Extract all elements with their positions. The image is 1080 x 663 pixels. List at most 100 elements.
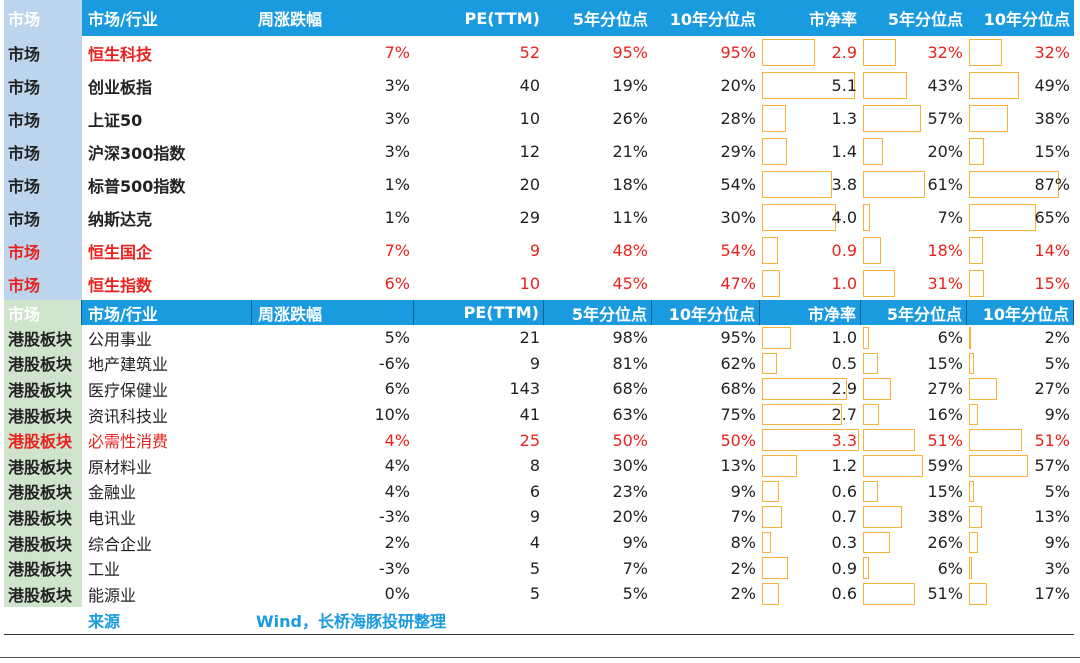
industry-name: 金融业 [88, 483, 137, 503]
weekly-change: 7% [384, 241, 410, 260]
category-cell: 港股板块 [4, 478, 82, 505]
pb-5y-percentile: 51% [861, 427, 967, 453]
pb-10y-percentile: 65% [967, 201, 1074, 234]
category-cell: 港股板块 [4, 376, 82, 402]
category-cell: 港股板块 [4, 401, 82, 428]
pb-value: 4.0 [760, 201, 861, 234]
industry-name: 地产建筑业 [88, 355, 169, 375]
table-row: 市场 上证50 3% 10 26% 28% 1.3 57% 38% [4, 102, 1074, 135]
data-bar [969, 237, 984, 264]
header-pe-5y-percentile: 5年分位点 [544, 300, 652, 325]
category-cell: 港股板块 [4, 452, 82, 479]
data-bar [969, 39, 1002, 66]
category-cell: 港股板块 [4, 529, 82, 556]
pe-value: 6 [529, 481, 540, 501]
header-pb-10y-percentile: 10年分位点 [983, 10, 1070, 29]
table-row: 港股板块 必需性消费 4% 25 50% 50% 3.3 51% 51% [4, 427, 1074, 453]
pb-value: 1.4 [760, 135, 861, 168]
pe-value: 8 [529, 456, 540, 476]
pe-5y-percentile: 20% [612, 507, 648, 527]
table-row: 港股板块 资讯科技业 10% 41 63% 75% 2.7 16% 9% [4, 401, 1074, 428]
cell-value: 51% [927, 584, 963, 604]
weekly-change: 4% [384, 456, 410, 476]
pe-5y-percentile: 23% [612, 481, 648, 501]
pe-5y-percentile: 19% [612, 76, 648, 95]
weekly-change: 4% [384, 481, 410, 501]
pb-5y-percentile: 26% [861, 530, 967, 556]
data-bar [762, 582, 780, 605]
weekly-change: -3% [378, 558, 410, 578]
table-row: 港股板块 原材料业 4% 8 30% 13% 1.2 59% 57% [4, 452, 1074, 479]
pe-5y-percentile: 81% [612, 353, 648, 373]
data-bar [863, 378, 891, 400]
pe-5y-percentile: 68% [612, 379, 648, 399]
pb-value: 0.9 [760, 234, 861, 267]
pe-10y-percentile: 62% [720, 353, 756, 373]
cell-value: 31% [927, 274, 963, 293]
pe-5y-percentile: 48% [612, 241, 648, 260]
industry-name: 电讯业 [88, 508, 137, 528]
weekly-change: 4% [384, 430, 410, 450]
cell-value: 0.9 [831, 558, 857, 578]
industry-name: 综合企业 [88, 534, 153, 554]
pe-value: 25 [519, 430, 540, 450]
pe-10y-percentile: 75% [720, 405, 756, 425]
source-note: 来源 Wind，长桥海豚投研整理 [4, 606, 1074, 635]
data-bar [863, 237, 882, 264]
pe-value: 9 [529, 353, 540, 373]
pe-value: 5 [529, 584, 540, 604]
header-pb-10y-percentile: 10年分位点 [967, 300, 1074, 325]
header-pe: PE(TTM) [464, 8, 540, 28]
table-row: 港股板块 工业 -3% 5 7% 2% 0.9 6% 3% [4, 555, 1074, 581]
cell-value: 5% [1044, 353, 1070, 373]
header-pe-10y-percentile: 10年分位点 [652, 300, 760, 325]
cell-value: 5% [1044, 481, 1070, 501]
header-pb-5y-percentile: 5年分位点 [861, 300, 967, 325]
cell-value: 32% [1034, 43, 1070, 62]
pb-5y-percentile: 6% [861, 555, 967, 581]
industry-name: 恒生科技 [88, 44, 153, 64]
pb-value: 0.9 [760, 555, 861, 581]
data-bar [762, 429, 859, 451]
data-bar [969, 403, 979, 426]
weekly-change: -6% [378, 353, 410, 373]
pe-10y-percentile: 8% [730, 533, 756, 553]
pb-5y-percentile: 16% [861, 402, 967, 428]
cell-value: 2% [1044, 328, 1070, 348]
hk-table-body: 港股板块 公用事业 5% 21 98% 95% 1.0 6% 2% 港股板块 地产建筑业 -6% 9 81… [4, 325, 1074, 607]
data-bar [762, 531, 771, 554]
cell-value: 16% [927, 405, 963, 425]
data-bar [969, 270, 985, 297]
cell-value: 6% [937, 328, 963, 348]
industry-name: 恒生指数 [88, 275, 153, 295]
data-bar [762, 506, 783, 528]
cell-value: 0.6 [831, 584, 857, 604]
cell-value: 3.8 [831, 175, 857, 194]
industry-name: 上证50 [88, 110, 143, 130]
category-cell: 市场 [4, 267, 82, 300]
pb-10y-percentile: 87% [967, 168, 1074, 201]
data-bar [762, 403, 842, 426]
pe-value: 12 [519, 142, 540, 161]
pb-5y-percentile: 32% [861, 36, 967, 69]
table-row: 市场 沪深300指数 3% 12 21% 29% 1.4 20% 15% [4, 135, 1074, 168]
pb-10y-percentile: 5% [967, 479, 1074, 505]
cell-value: 3% [1044, 558, 1070, 578]
data-bar [762, 138, 788, 165]
pe-10y-percentile: 68% [720, 379, 756, 399]
data-bar [969, 454, 1028, 477]
pe-value: 40 [519, 76, 540, 95]
data-bar [969, 557, 973, 579]
pe-value: 29 [519, 208, 540, 227]
data-bar [762, 204, 836, 231]
data-bar [762, 480, 780, 503]
table-row: 港股板块 地产建筑业 -6% 9 81% 62% 0.5 15% 5% [4, 350, 1074, 377]
data-bar [863, 480, 879, 503]
pe-5y-percentile: 95% [612, 43, 648, 62]
pb-10y-percentile: 15% [967, 267, 1074, 300]
industry-name: 医疗保健业 [88, 380, 169, 400]
pb-5y-percentile: 51% [861, 581, 967, 607]
hk-sector-table: 市场 市场/行业 周涨跌幅 PE(TTM) 5年分位点 10年分位点 市净率 5… [4, 300, 1074, 607]
pb-10y-percentile: 14% [967, 234, 1074, 267]
cell-value: 3.3 [831, 430, 857, 450]
